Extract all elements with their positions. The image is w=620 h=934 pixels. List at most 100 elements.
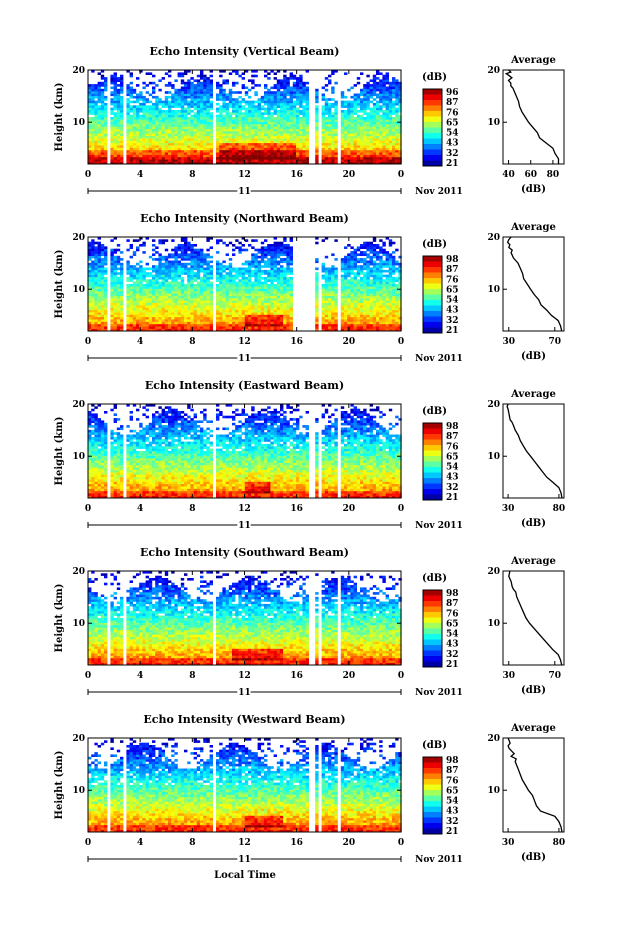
y-axis-label: Height (km) [54,751,65,820]
colorbar-label: (dB) [422,239,447,250]
date-label: Nov 2011 [415,521,463,531]
y-tick-label: 10 [72,619,85,629]
colorbar-tick-label: 21 [446,660,459,670]
panel-1: Echo Intensity (Vertical Beam)1020Height… [54,45,564,197]
x-tick-label: 20 [343,838,356,848]
y-axis-label: Height (km) [54,417,65,486]
average-title: Average [510,55,556,66]
panel-title: Echo Intensity (Southward Beam) [140,546,349,559]
colorbar-label: (dB) [422,72,447,83]
x-tick-label: 4 [137,170,143,180]
avg-y-tick-label: 10 [487,285,500,295]
colorbar-tick-label: 65 [446,118,459,128]
x-tick-label: 8 [189,337,195,347]
x-tick-label: 0 [85,337,91,347]
x-tick-label: 8 [189,170,195,180]
panel-4: Echo Intensity (Southward Beam)1020Heigh… [54,546,564,698]
x-tick-label: 4 [137,838,143,848]
colorbar-tick-label: 32 [446,149,459,159]
colorbar-tick-label: 21 [446,493,459,503]
colorbar-tick-label: 21 [446,326,459,336]
avg-x-tick-label: 70 [549,337,562,347]
colorbar-tick-label: 54 [446,630,459,640]
x-tick-label: 20 [343,337,356,347]
x-tick-label: 0 [85,838,91,848]
avg-x-tick-label: 30 [502,671,515,681]
avg-y-tick-label: 10 [487,118,500,128]
colorbar-tick-label: 43 [446,306,459,316]
y-tick-label: 20 [72,66,85,76]
avg-y-tick-label: 20 [487,567,500,577]
heatmap-cells [88,237,402,331]
date-label: Nov 2011 [415,855,463,865]
x-tick-label: 0 [398,170,404,180]
colorbar-tick-label: 54 [446,296,459,306]
colorbar-tick-label: 21 [446,827,459,837]
average-title: Average [510,222,556,233]
colorbar-tick-label: 96 [446,88,459,98]
x-tick-label: 0 [85,504,91,514]
average-title: Average [510,723,556,734]
colorbar-tick-label: 98 [446,756,459,766]
colorbar-tick-label: 76 [446,609,459,619]
day-label: 11 [238,855,251,865]
avg-x-label: (dB) [521,685,546,696]
colorbar-tick-label: 43 [446,473,459,483]
day-label: 11 [238,354,251,364]
y-tick-label: 10 [72,786,85,796]
colorbar-tick-label: 32 [446,483,459,493]
colorbar-tick-label: 76 [446,275,459,285]
colorbar-tick-label: 43 [446,139,459,149]
avg-x-tick-label: 70 [549,671,562,681]
colorbar-tick-label: 21 [446,159,459,169]
colorbar-tick-label: 65 [446,285,459,295]
colorbar-tick-label: 87 [446,265,459,275]
y-tick-label: 20 [72,400,85,410]
avg-y-tick-label: 20 [487,734,500,744]
x-tick-label: 20 [343,504,356,514]
avg-y-tick-label: 20 [487,66,500,76]
x-tick-label: 0 [85,671,91,681]
avg-y-tick-label: 10 [487,452,500,462]
colorbar-tick-label: 54 [446,463,459,473]
avg-x-tick-label: 80 [553,504,566,514]
x-tick-label: 8 [189,671,195,681]
avg-x-label: (dB) [521,518,546,529]
average-title: Average [510,556,556,567]
x-tick-label: 0 [398,671,404,681]
colorbar-label: (dB) [422,573,447,584]
avg-y-tick-label: 10 [487,619,500,629]
date-label: Nov 2011 [415,688,463,698]
x-tick-label: 8 [189,838,195,848]
y-tick-label: 20 [72,233,85,243]
colorbar-tick-label: 87 [446,98,459,108]
colorbar-tick-label: 43 [446,807,459,817]
x-tick-label: 16 [290,838,303,848]
avg-x-tick-label: 80 [553,838,566,848]
date-label: Nov 2011 [415,187,463,197]
avg-y-tick-label: 10 [487,786,500,796]
heatmap-cells [88,404,402,498]
avg-x-tick-label: 30 [502,504,515,514]
avg-x-tick-label: 80 [547,170,560,180]
x-tick-label: 12 [238,838,251,848]
colorbar-tick-label: 76 [446,108,459,118]
colorbar-tick-label: 65 [446,786,459,796]
colorbar-tick-label: 32 [446,817,459,827]
avg-x-label: (dB) [521,852,546,863]
colorbar-tick-label: 98 [446,255,459,265]
avg-x-tick-label: 30 [502,337,515,347]
x-tick-label: 8 [189,504,195,514]
average-profile: Average 10 20 30 70(dB) [487,556,564,696]
day-label: 11 [238,521,251,531]
day-label: 11 [238,187,251,197]
heatmap-cells [88,70,402,164]
y-tick-label: 10 [72,452,85,462]
